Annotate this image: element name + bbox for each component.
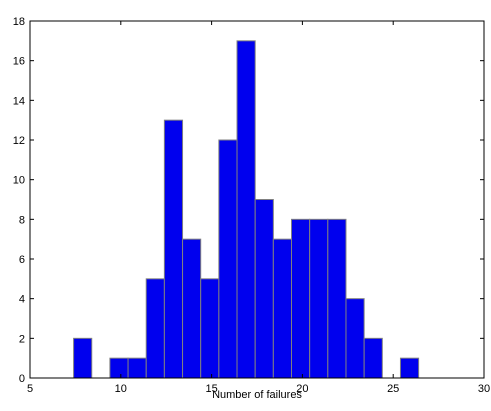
x-tick-label: 20	[296, 383, 308, 395]
y-tick-label: 4	[19, 294, 25, 306]
x-tick-label: 15	[205, 383, 217, 395]
bar	[163, 119, 184, 379]
bar	[182, 238, 202, 379]
bar	[309, 218, 329, 379]
bar	[109, 357, 129, 379]
x-tick-label: 5	[27, 383, 33, 395]
plot-frame	[29, 20, 485, 379]
y-tick-label: 0	[19, 373, 25, 385]
bar	[327, 218, 347, 379]
bar	[218, 139, 238, 379]
y-tick-label: 2	[19, 333, 25, 345]
bar	[291, 218, 311, 379]
y-tick-label: 18	[13, 16, 25, 28]
y-tick-label: 6	[19, 254, 25, 266]
bar	[200, 278, 220, 379]
y-tick-label: 14	[13, 95, 25, 107]
bar	[254, 199, 274, 379]
bar	[127, 357, 147, 379]
bar	[73, 337, 93, 379]
bar	[399, 357, 420, 379]
bar	[345, 298, 365, 379]
x-tick-label: 30	[478, 383, 490, 395]
y-tick-label: 8	[19, 214, 25, 226]
bar	[363, 337, 383, 379]
bar	[145, 278, 165, 379]
bar	[272, 238, 293, 379]
x-tick-label: 25	[387, 383, 399, 395]
bar	[236, 40, 256, 379]
x-tick-label: 10	[115, 383, 127, 395]
x-axis-label: Number of failures	[212, 389, 302, 401]
y-tick-label: 16	[13, 56, 25, 68]
y-tick-label: 10	[13, 175, 25, 187]
y-tick-label: 12	[13, 135, 25, 147]
